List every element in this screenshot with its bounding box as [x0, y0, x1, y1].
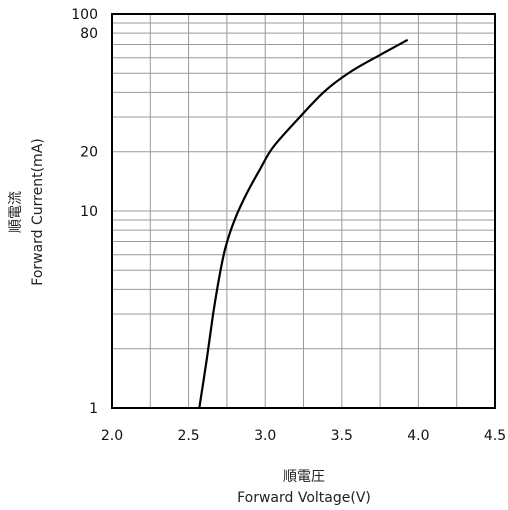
series-line — [198, 38, 409, 409]
x-axis-label-jp: 順電圧 — [283, 469, 325, 485]
gridlines — [112, 14, 495, 408]
x-tick-label: 4.5 — [484, 428, 506, 444]
y-tick-label: 1 — [89, 401, 98, 417]
y-tick-label: 100 — [71, 7, 98, 23]
x-tick-label: 4.0 — [407, 428, 429, 444]
x-tick-label: 3.5 — [331, 428, 353, 444]
y-axis-label-jp: 順電流 — [8, 191, 24, 233]
x-axis-label: Forward Voltage(V) — [237, 490, 371, 506]
plot-frame — [111, 13, 496, 409]
y-tick-label: 20 — [80, 145, 98, 161]
y-tick-label: 80 — [80, 26, 98, 42]
x-tick-label: 3.0 — [254, 428, 276, 444]
y-tick-label: 10 — [80, 204, 98, 220]
tick-labels: 2.0 2.5 3.0 3.5 4.0 4.5 1 10 20 80 100 — [71, 7, 506, 444]
x-tick-label: 2.5 — [177, 428, 199, 444]
x-tick-label: 2.0 — [101, 428, 123, 444]
y-axis-label: Forward Current(mA) — [30, 138, 46, 285]
